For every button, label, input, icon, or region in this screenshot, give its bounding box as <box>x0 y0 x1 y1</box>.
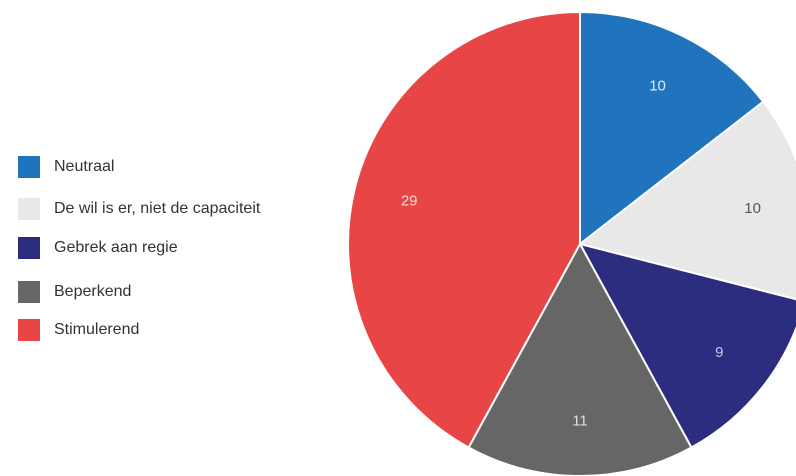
pie-slice-2 <box>577 100 796 301</box>
legend-item: Beperkend <box>18 280 131 304</box>
legend-swatch <box>18 319 40 341</box>
legend-label: Gebrek aan regie <box>54 239 178 256</box>
legend-swatch <box>18 198 40 220</box>
legend-item: Gebrek aan regie <box>18 236 178 260</box>
legend-item: De wil is er, niet de capaciteit <box>18 197 260 221</box>
legend-swatch <box>18 281 40 303</box>
legend-swatch <box>18 237 40 259</box>
pie-slice-1 <box>579 10 765 247</box>
slice-value-label: 10 <box>649 78 666 95</box>
slice-value-label: 29 <box>401 192 418 209</box>
legend: Neutraal De wil is er, niet de capaciteit… <box>0 0 320 476</box>
legend-item: Neutraal <box>18 155 114 179</box>
slice-value-label: 10 <box>744 200 761 217</box>
legend-label: Beperkend <box>54 283 132 300</box>
legend-swatch <box>18 156 40 178</box>
pie-slice-5 <box>347 10 581 449</box>
legend-label: De wil is er, niet de capaciteit <box>54 200 261 217</box>
pie-slice-3 <box>578 242 796 449</box>
legend-label: Neutraal <box>54 158 115 175</box>
legend-label: Stimulerend <box>54 321 140 338</box>
slice-value-label: 9 <box>715 344 723 361</box>
slice-value-label: 11 <box>572 412 588 429</box>
legend-item: Stimulerend <box>18 318 139 342</box>
